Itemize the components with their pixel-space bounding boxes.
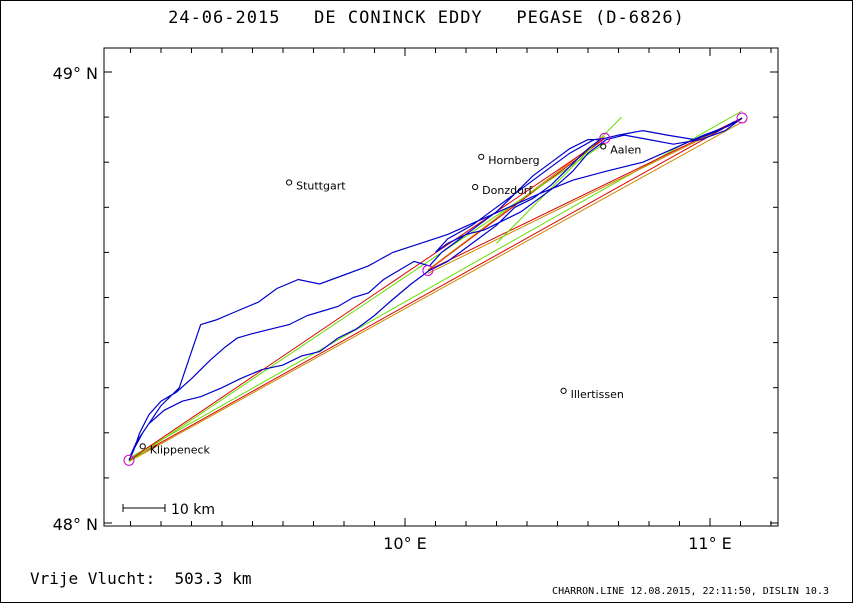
place-donzdorf: Donzdorf <box>472 183 533 197</box>
scale-bar-label: 10 km <box>171 502 215 518</box>
place-marker <box>286 179 293 186</box>
lat-label: 48° N <box>53 515 98 534</box>
flight-distance: Vrije Vlucht: 503.3 km <box>30 569 252 588</box>
turnpoint-marker <box>736 112 748 124</box>
place-illertissen: Illertissen <box>560 387 624 401</box>
place-label: Illertissen <box>571 388 624 401</box>
flight-legs <box>128 110 743 463</box>
leg-line <box>128 137 606 461</box>
place-klippeneck: Klippeneck <box>139 443 211 456</box>
turnpoint-marker <box>599 132 611 144</box>
place-label: Klippeneck <box>150 443 211 456</box>
axis-ticks <box>104 48 778 526</box>
place-label: Aalen <box>610 143 641 156</box>
place-stuttgart: Stuttgart <box>286 179 346 192</box>
distance-value: 503.3 km <box>174 569 252 588</box>
leg-line <box>128 117 743 461</box>
leg-line <box>128 142 606 463</box>
place-marker <box>560 387 567 394</box>
lon-label: 11° E <box>688 534 732 553</box>
place-hornberg: Hornberg <box>478 153 540 167</box>
distance-label: Vrije Vlucht: <box>30 569 156 588</box>
lat-label: 49° N <box>53 64 98 83</box>
place-label: Stuttgart <box>296 179 346 192</box>
place-markers: Stuttgart Hornberg Donzdorf Aalen Illertisse… <box>139 143 641 456</box>
leg-line <box>427 117 743 271</box>
gps-track <box>128 117 743 461</box>
scale-bar: 10 km <box>122 502 215 518</box>
leg-line <box>427 118 743 274</box>
place-marker <box>478 153 485 160</box>
place-label: Donzdorf <box>482 184 533 197</box>
place-label: Hornberg <box>488 154 539 167</box>
map-frame <box>103 47 779 527</box>
turnpoint-marker <box>123 454 135 466</box>
axis-labels: 49° N 48° N 10° E 11° E <box>53 64 732 553</box>
place-marker <box>472 183 479 191</box>
lon-label: 10° E <box>383 534 427 553</box>
track-line <box>128 117 743 461</box>
map-title: 24-06-2015 DE CONINCK EDDY PEGASE (D-682… <box>168 8 685 28</box>
leg-line <box>496 116 622 244</box>
leg-line <box>128 121 743 462</box>
place-aalen: Aalen <box>600 143 641 156</box>
place-marker <box>139 443 146 450</box>
place-marker <box>600 143 607 150</box>
footer-info: CHARRON.LINE 12.08.2015, 22:11:50, DISLI… <box>552 586 829 597</box>
turnpoint-markers <box>123 112 748 466</box>
turnpoint-marker <box>422 264 434 276</box>
